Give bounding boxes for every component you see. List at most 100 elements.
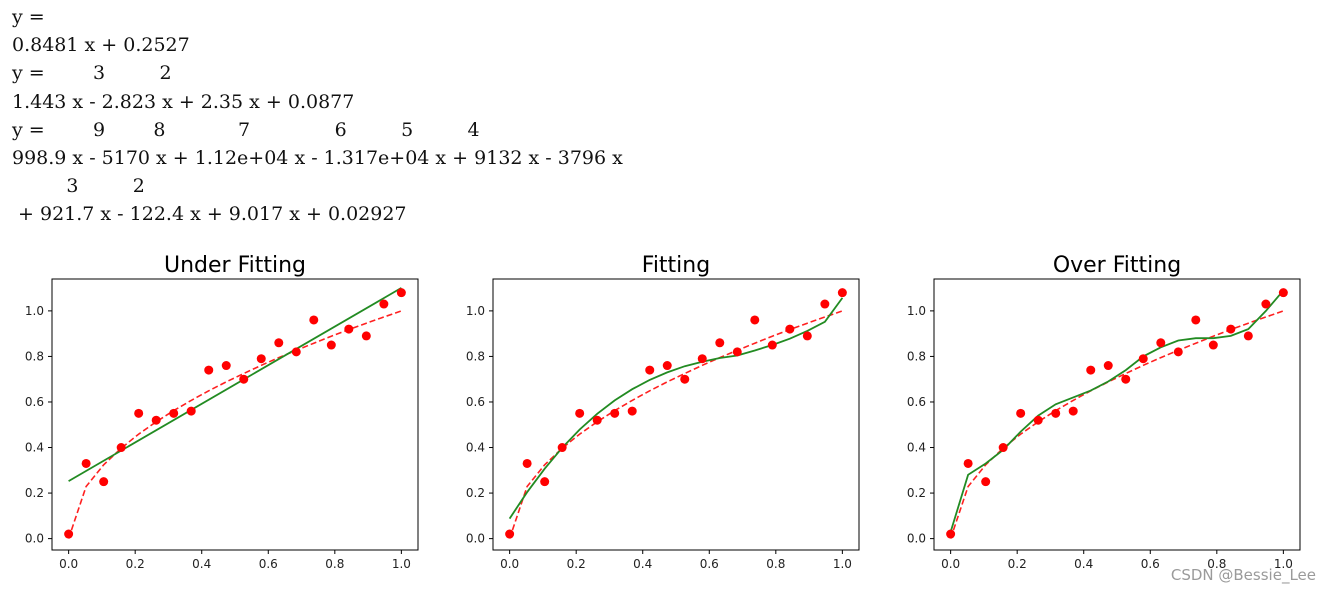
data-point xyxy=(592,415,602,425)
axes-frame xyxy=(933,278,1301,551)
data-point xyxy=(64,529,74,539)
data-point xyxy=(134,408,144,418)
chart-title: Under Fitting xyxy=(164,253,306,278)
console-line: y = 9 8 7 6 5 4 xyxy=(12,118,480,141)
true-curve-line xyxy=(949,310,1284,539)
y-tick-label: 0.0 xyxy=(466,532,485,546)
data-point xyxy=(610,408,620,418)
data-point xyxy=(256,354,266,364)
data-point xyxy=(1103,361,1113,371)
fit-curve-line xyxy=(68,287,402,482)
data-point xyxy=(1261,299,1271,309)
data-point xyxy=(645,365,655,375)
data-point xyxy=(204,365,214,375)
data-point xyxy=(981,477,991,487)
y-tick-label: 0.6 xyxy=(25,395,44,409)
data-point xyxy=(505,529,515,539)
data-point xyxy=(379,299,389,309)
data-point xyxy=(99,477,109,487)
x-tick-label: 0.8 xyxy=(1207,557,1226,571)
data-point xyxy=(627,406,637,416)
data-point xyxy=(662,361,672,371)
data-point xyxy=(522,458,532,468)
data-point xyxy=(1243,331,1253,341)
data-point xyxy=(750,315,760,325)
console-line: + 921.7 x - 122.4 x + 9.017 x + 0.02927 xyxy=(12,203,407,226)
console-line: 0.8481 x + 0.2527 xyxy=(12,34,190,57)
y-tick-label: 1.0 xyxy=(907,304,926,318)
y-tick-label: 0.2 xyxy=(907,486,926,500)
y-tick-label: 0.8 xyxy=(466,349,485,363)
data-point xyxy=(715,338,725,348)
data-point xyxy=(81,458,91,468)
data-point xyxy=(309,315,319,325)
data-point xyxy=(946,529,956,539)
data-point xyxy=(396,288,406,298)
y-tick-label: 0.2 xyxy=(25,486,44,500)
data-point xyxy=(998,443,1008,453)
data-point xyxy=(767,340,777,350)
true-curve-line xyxy=(67,310,402,539)
data-point xyxy=(820,299,830,309)
x-tick-label: 0.0 xyxy=(59,557,78,571)
data-point xyxy=(540,477,550,487)
data-point xyxy=(1086,365,1096,375)
x-tick-label: 0.8 xyxy=(766,557,785,571)
data-point xyxy=(680,374,690,384)
axes-frame xyxy=(492,278,860,551)
subplot-over-fitting: Over Fitting 0.0 0.2 0.4 0.6 0.8 1.0 0.0 0.2 0.4 0… xyxy=(907,253,1301,571)
y-tick-label: 0.4 xyxy=(466,441,485,455)
y-tick-label: 0.0 xyxy=(907,532,926,546)
subplot-under-fitting: Under Fitting 0.0 0.2 0.4 0.6 0.8 1.0 0.0 0.2 0.4… xyxy=(25,253,419,571)
data-point xyxy=(575,408,585,418)
data-point xyxy=(186,406,196,416)
true-curve-line xyxy=(508,310,843,539)
y-tick-label: 0.6 xyxy=(907,395,926,409)
console-line: 1.443 x - 2.823 x + 2.35 x + 0.0877 xyxy=(12,90,355,113)
x-tick-label: 0.4 xyxy=(633,557,652,571)
data-point xyxy=(732,347,742,357)
y-tick-label: 1.0 xyxy=(466,304,485,318)
chart-title: Fitting xyxy=(642,253,710,278)
data-point xyxy=(221,361,231,371)
data-point xyxy=(1278,288,1288,298)
y-tick-label: 0.0 xyxy=(25,532,44,546)
console-line: 3 2 xyxy=(12,175,145,198)
data-point xyxy=(1068,406,1078,416)
data-point xyxy=(361,331,371,341)
data-point xyxy=(1016,408,1026,418)
x-tick-label: 0.2 xyxy=(567,557,586,571)
x-tick-label: 0.6 xyxy=(259,557,278,571)
x-tick-label: 1.0 xyxy=(392,557,411,571)
y-tick-label: 0.8 xyxy=(907,349,926,363)
data-point xyxy=(1033,415,1043,425)
console-line: 998.9 x - 5170 x + 1.12e+04 x - 1.317e+0… xyxy=(12,146,623,169)
data-point xyxy=(239,374,249,384)
data-point xyxy=(326,340,336,350)
data-point xyxy=(344,324,354,334)
x-tick-label: 0.0 xyxy=(500,557,519,571)
data-point xyxy=(274,338,284,348)
data-point xyxy=(1156,338,1166,348)
x-tick-label: 0.2 xyxy=(1008,557,1027,571)
axes-frame xyxy=(51,278,419,551)
data-point xyxy=(802,331,812,341)
y-tick-label: 0.4 xyxy=(25,441,44,455)
x-tick-label: 0.6 xyxy=(700,557,719,571)
x-tick-label: 0.0 xyxy=(941,557,960,571)
data-point xyxy=(963,458,973,468)
data-point xyxy=(837,288,847,298)
console-output: y = 0.8481 x + 0.2527 y = 3 2 1.443 x - 2.… xyxy=(12,3,623,229)
data-point xyxy=(1191,315,1201,325)
subplot-fitting: Fitting 0.0 0.2 0.4 0.6 0.8 1.0 0.0 0.2 0.4 0.6 0.8… xyxy=(466,253,860,571)
x-tick-label: 0.4 xyxy=(192,557,211,571)
y-tick-label: 0.4 xyxy=(907,441,926,455)
chart-title: Over Fitting xyxy=(1053,253,1181,278)
y-tick-label: 0.2 xyxy=(466,486,485,500)
x-tick-label: 0.8 xyxy=(325,557,344,571)
data-point xyxy=(697,354,707,364)
x-tick-label: 1.0 xyxy=(1274,557,1293,571)
data-point xyxy=(116,443,126,453)
data-point xyxy=(1121,374,1131,384)
